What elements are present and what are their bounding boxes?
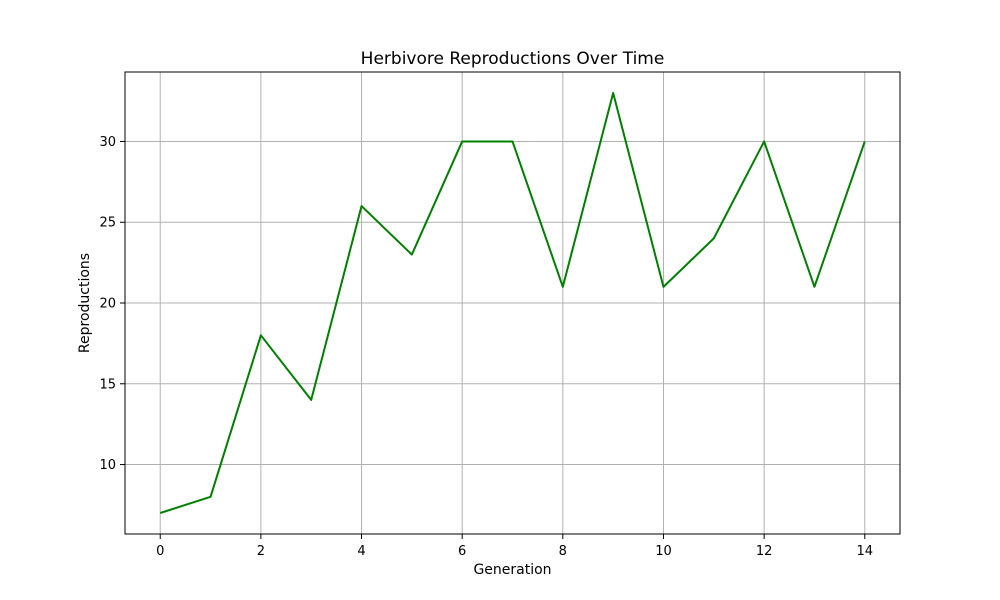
x-tick-label: 14 [856, 544, 873, 559]
x-tick-label: 4 [357, 544, 365, 559]
chart-title: Herbivore Reproductions Over Time [361, 49, 665, 69]
x-tick-label: 6 [458, 544, 466, 559]
y-tick-label: 20 [99, 297, 116, 312]
x-tick-label: 12 [756, 544, 773, 559]
y-tick-label: 15 [99, 377, 116, 392]
axis-ticks: 0 2 4 6 8 10 12 14 10 15 20 25 30 [99, 135, 873, 559]
y-axis-label: Reproductions [77, 253, 93, 353]
x-axis-label: Generation [473, 562, 551, 578]
y-tick-label: 25 [99, 216, 116, 231]
series-layer [159, 92, 866, 514]
y-tick-label: 10 [99, 458, 116, 473]
series-line [159, 92, 866, 514]
y-tick-label: 30 [99, 135, 116, 150]
x-tick-label: 8 [559, 544, 567, 559]
x-tick-label: 10 [655, 544, 672, 559]
x-tick-label: 0 [156, 544, 164, 559]
x-tick-label: 2 [257, 544, 265, 559]
